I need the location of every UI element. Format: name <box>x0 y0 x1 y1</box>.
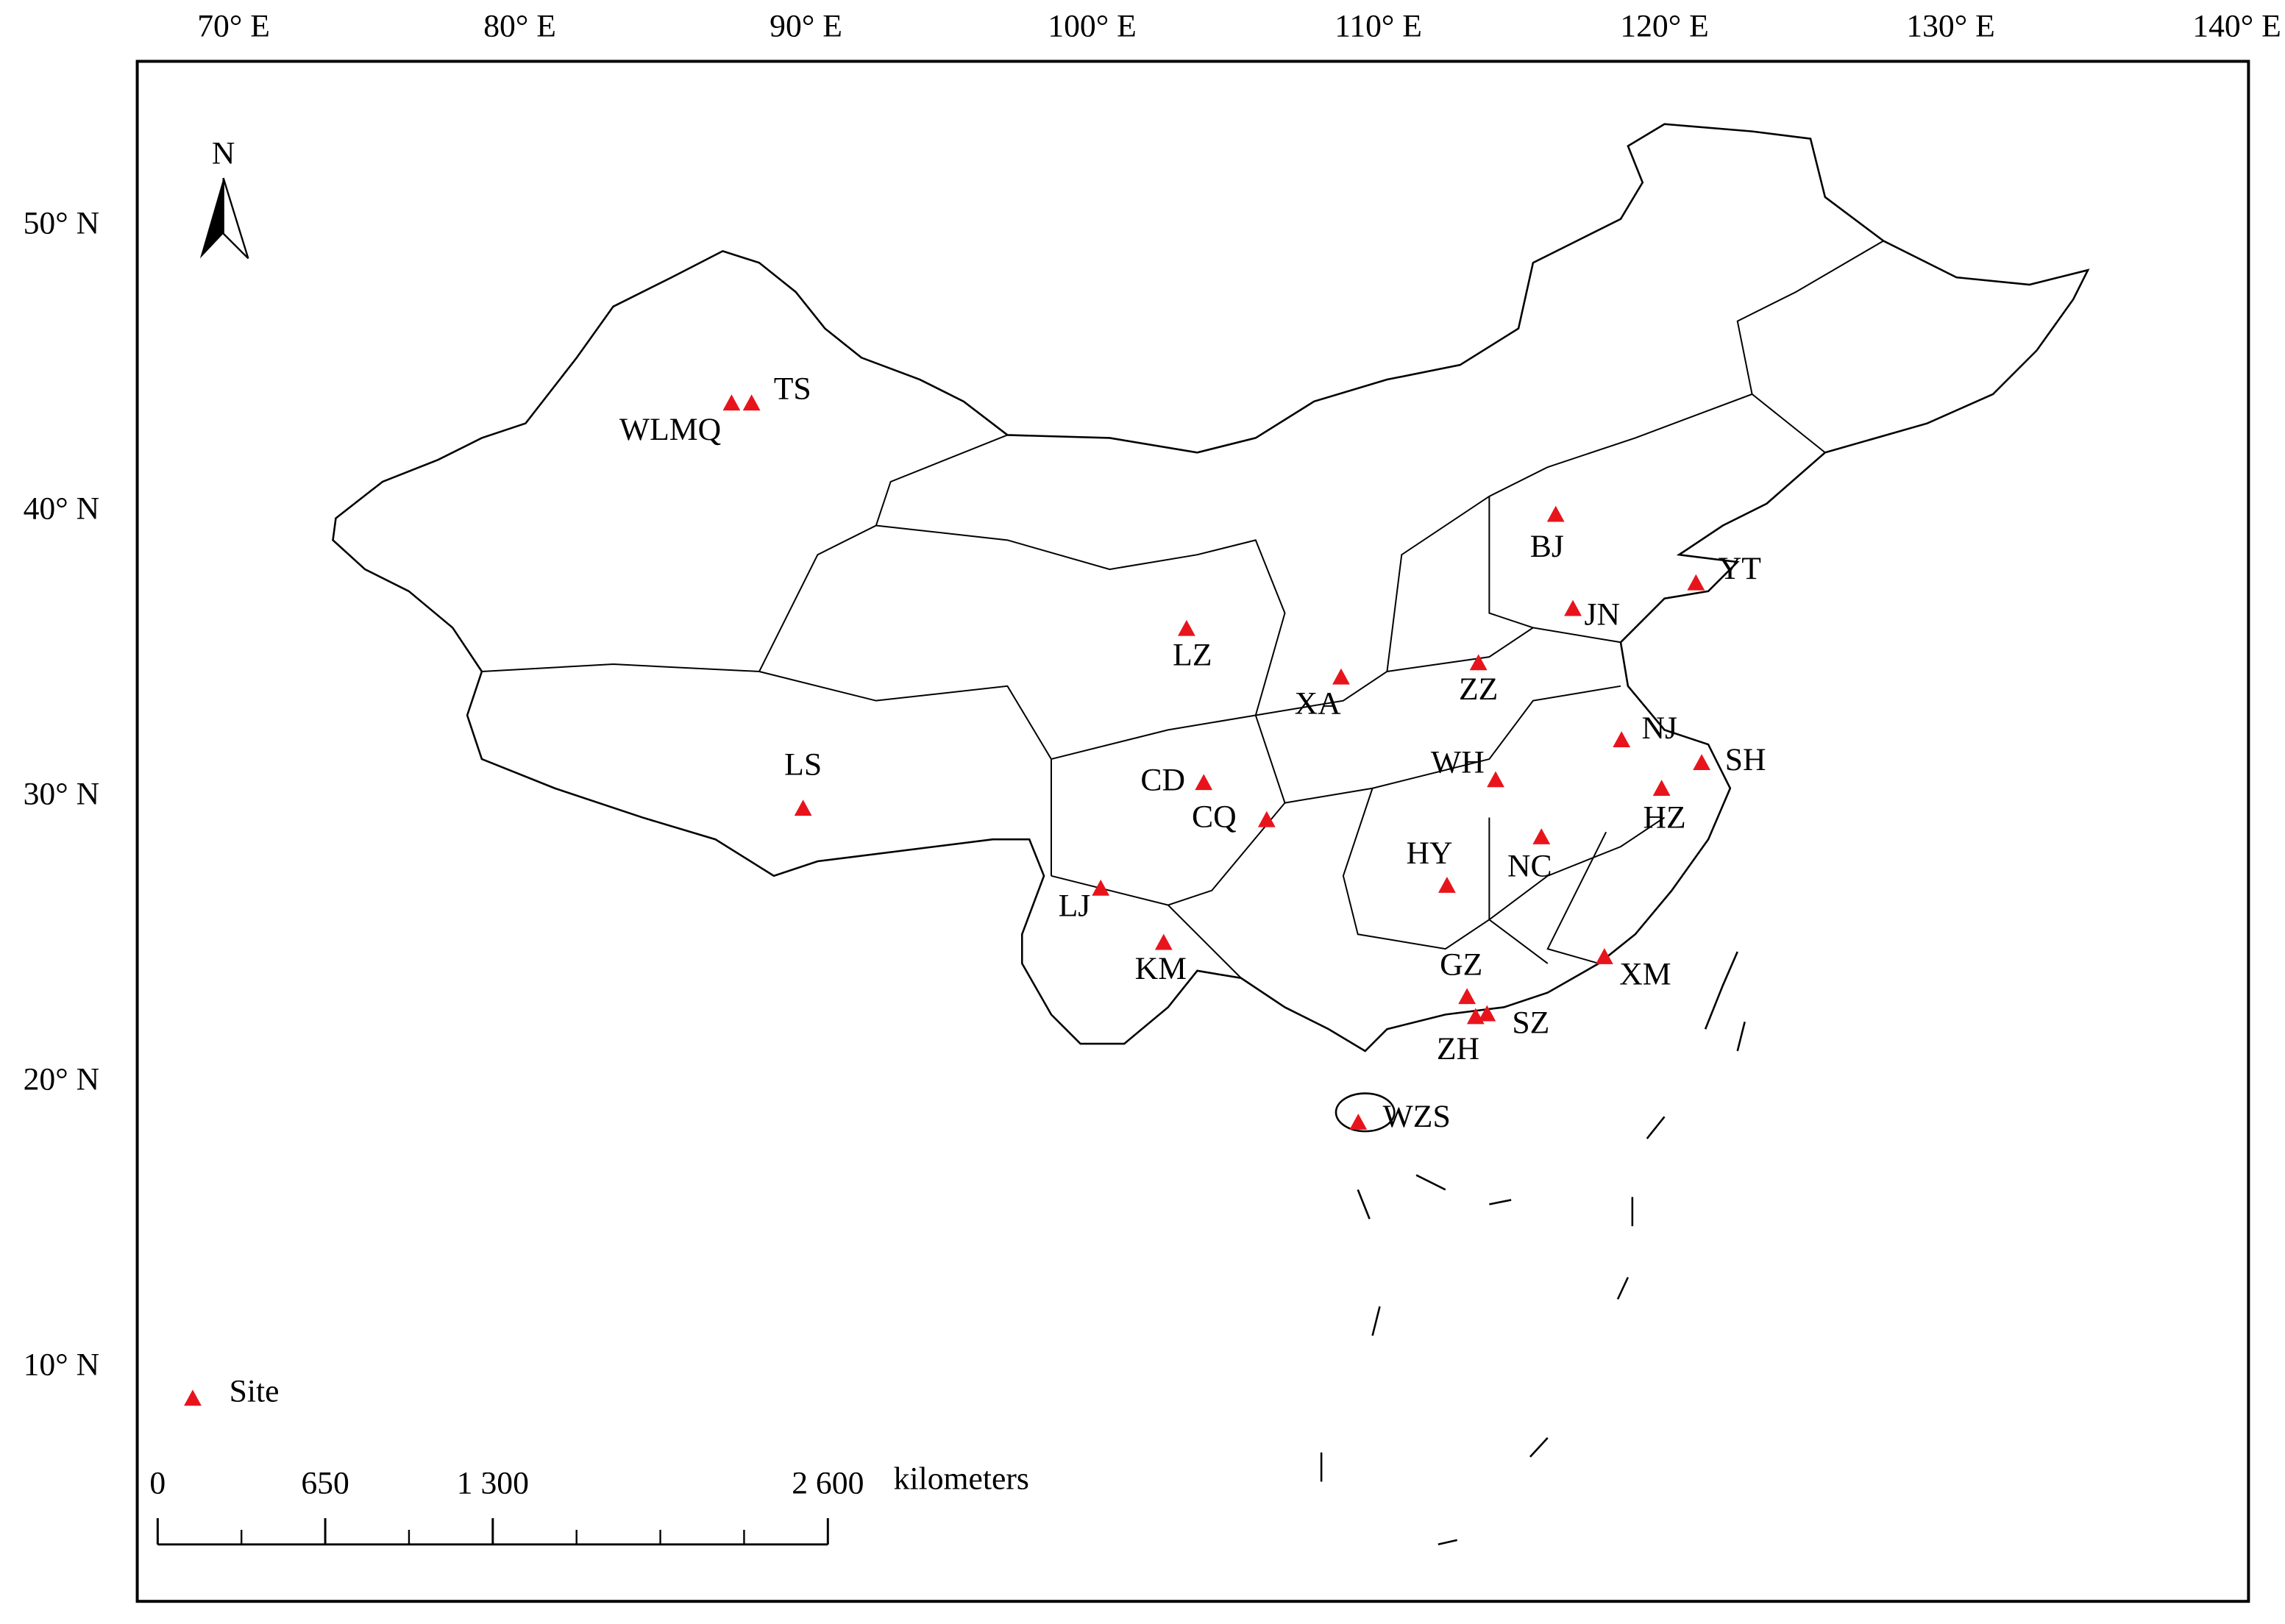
site-label: KM <box>1135 951 1187 986</box>
lon-tick-label: 110° E <box>1335 9 1422 44</box>
site-marker <box>722 394 741 411</box>
scale-label: 650 <box>301 1465 349 1500</box>
site-marker <box>1564 599 1582 616</box>
site-marker <box>794 799 812 816</box>
site-marker <box>1257 811 1276 827</box>
site-marker <box>1532 828 1551 844</box>
site-label: HZ <box>1643 800 1685 836</box>
site-marker <box>1092 879 1110 896</box>
province-borders <box>481 240 1884 979</box>
site-label: NC <box>1507 849 1552 884</box>
lon-tick-label: 70° E <box>197 9 270 44</box>
site-label: ZZ <box>1459 672 1498 707</box>
taiwan <box>1704 951 1738 1030</box>
site-label: LZ <box>1173 637 1212 672</box>
site-label: NJ <box>1642 710 1678 746</box>
site-label: WH <box>1431 745 1485 780</box>
site-label: WZS <box>1383 1099 1451 1134</box>
lat-tick-label: 30° N <box>24 777 100 812</box>
site-label: SH <box>1725 742 1766 777</box>
site-label: LS <box>784 747 822 783</box>
north-arrow: N <box>199 135 249 260</box>
site-label: LJ <box>1059 888 1091 924</box>
lat-tick-label: 40° N <box>24 491 100 527</box>
site-marker <box>1693 754 1710 771</box>
lon-tick-label: 120° E <box>1620 9 1709 44</box>
site-marker <box>1195 774 1213 791</box>
islands <box>1320 1021 1746 1546</box>
site-marker <box>1438 877 1456 893</box>
lon-tick-label: 140° E <box>2192 9 2281 44</box>
site-marker <box>1154 933 1173 950</box>
site-label: TS <box>774 371 811 406</box>
site-label: CQ <box>1192 799 1237 835</box>
site-label: SZ <box>1512 1005 1549 1040</box>
site-marker <box>1469 654 1488 671</box>
north-label: N <box>212 135 235 171</box>
scale-unit: kilometers <box>894 1461 1029 1496</box>
lon-tick-label: 130° E <box>1906 9 1995 44</box>
scale-label: 1 300 <box>457 1465 529 1500</box>
site-label: YT <box>1719 551 1761 586</box>
lon-tick-label: 100° E <box>1048 9 1137 44</box>
lat-tick-label: 20° N <box>24 1062 100 1097</box>
site-label: HY <box>1407 836 1453 871</box>
site-label: CD <box>1140 762 1185 797</box>
lon-tick-label: 90° E <box>770 9 842 44</box>
site-label: BJ <box>1530 529 1564 564</box>
site-marker <box>1613 731 1631 747</box>
site-marker <box>1652 780 1671 796</box>
site-marker <box>1487 771 1504 788</box>
site-marker <box>742 394 761 411</box>
site-label: GZ <box>1440 947 1482 983</box>
map-frame <box>135 60 2250 1603</box>
lon-tick-label: 80° E <box>483 9 556 44</box>
site-marker <box>1466 1008 1485 1025</box>
site-label: WLMQ <box>619 412 721 447</box>
site-marker <box>1458 988 1476 1005</box>
site-marker <box>1546 505 1565 522</box>
site-marker <box>1595 948 1613 964</box>
site-marker <box>1349 1114 1368 1130</box>
site-label: JN <box>1584 596 1620 632</box>
scale-label: 2 600 <box>792 1465 864 1500</box>
scale-label: 0 <box>149 1465 166 1500</box>
site-label: XM <box>1619 957 1671 992</box>
site-marker <box>1177 619 1195 636</box>
legend-label: Site <box>230 1373 280 1408</box>
legend-marker <box>184 1389 202 1406</box>
country-outline <box>332 123 2090 1053</box>
site-marker <box>1478 1005 1496 1022</box>
lat-tick-label: 50° N <box>24 206 100 241</box>
hainan <box>1335 1092 1396 1133</box>
site-label: ZH <box>1437 1031 1479 1066</box>
site-marker <box>1687 574 1705 591</box>
lat-tick-label: 10° N <box>24 1347 100 1383</box>
site-label: XA <box>1295 685 1342 721</box>
site-marker <box>1332 668 1350 685</box>
